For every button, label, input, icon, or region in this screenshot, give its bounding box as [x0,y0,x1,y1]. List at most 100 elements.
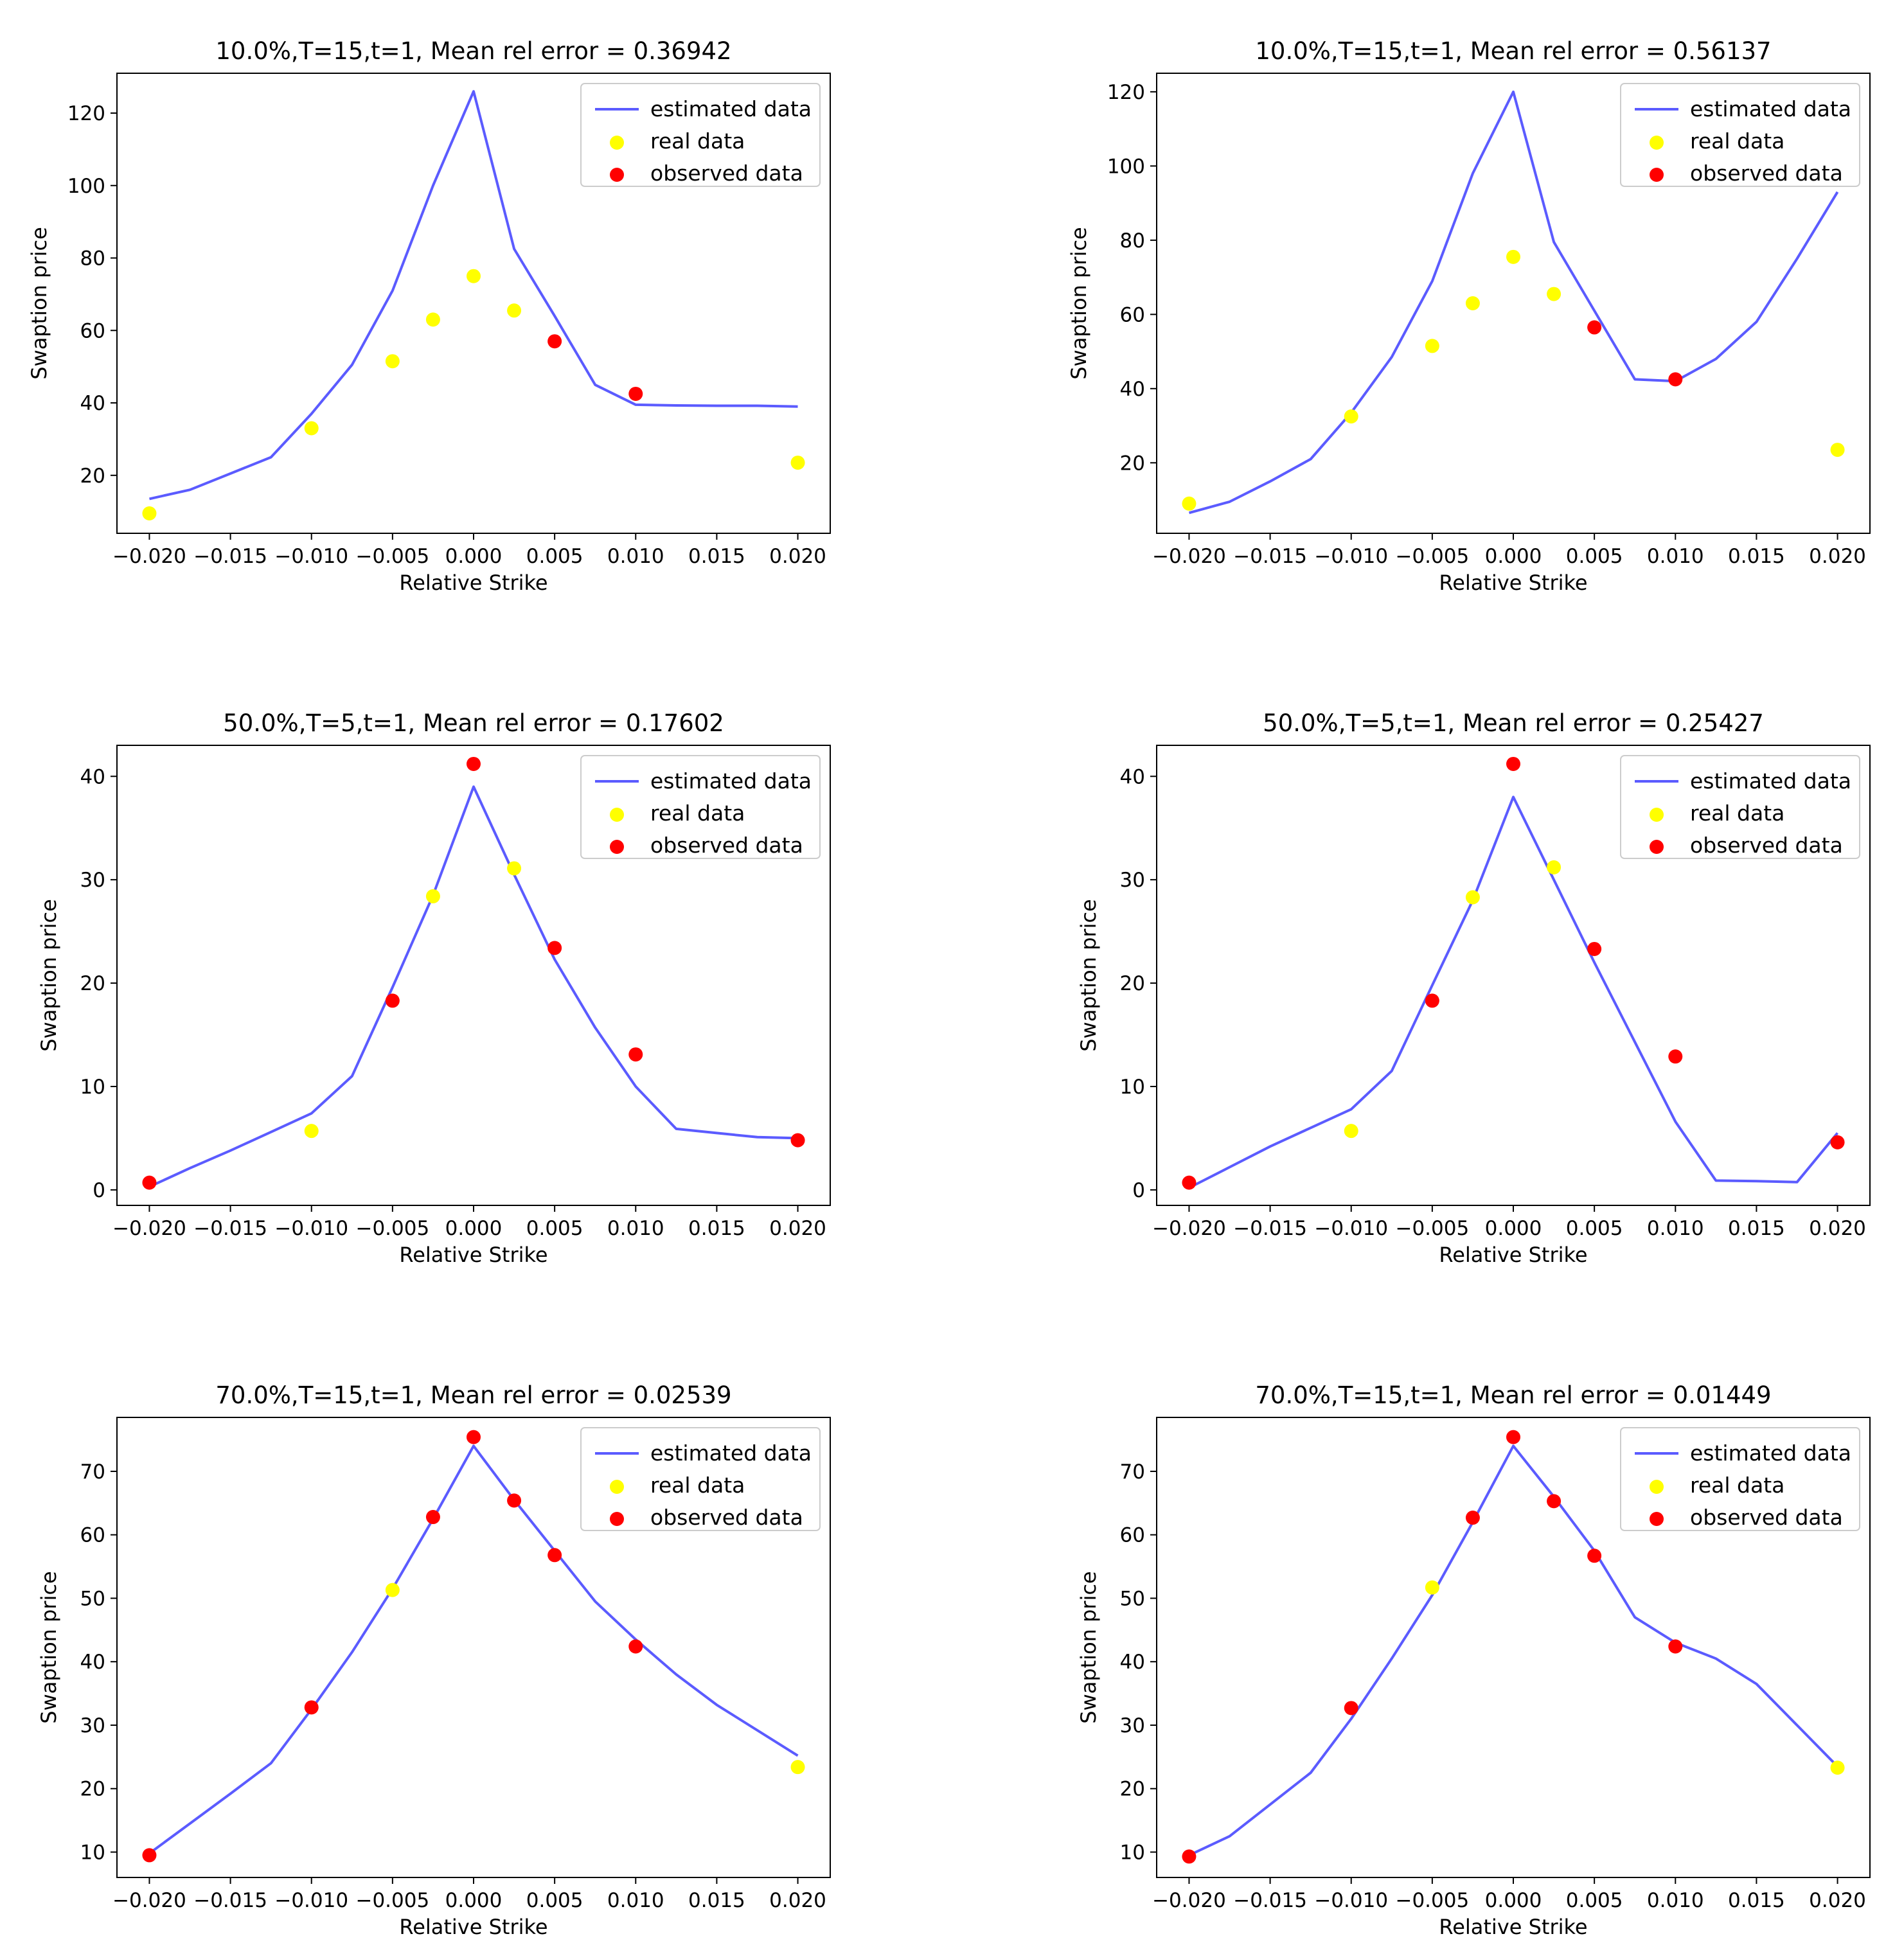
real-data-point [1830,443,1845,457]
observed-data-point [628,386,643,401]
x-tick-label: −0.005 [355,1889,429,1912]
observed-data-point [1344,1701,1358,1716]
x-axis-label: Relative Strike [1439,1915,1587,1939]
x-tick-label: 0.010 [1647,545,1704,568]
real-data-point [304,421,319,436]
legend-label-estimated: estimated data [1690,1441,1851,1466]
x-tick-label: 0.000 [1485,1889,1542,1912]
x-tick-label: −0.020 [1152,545,1226,568]
legend-label-estimated: estimated data [650,768,812,794]
y-tick-label: 0 [1132,1179,1145,1202]
y-tick-label: 10 [1120,1076,1145,1099]
plot-area-frame [1156,73,1871,534]
x-tick-label: 0.000 [445,545,503,568]
legend-box [1620,755,1860,859]
y-tick-label: 60 [1120,303,1145,326]
x-tick-label: −0.005 [355,545,429,568]
real-data-point [142,506,157,520]
observed-data-point [304,1700,319,1715]
legend-box [580,83,821,187]
x-tick-label: −0.015 [193,1217,267,1240]
y-tick-label: 40 [80,1651,105,1674]
y-tick-label: 10 [80,1076,105,1099]
y-tick-label: 60 [80,319,105,342]
real-data-point [1830,1761,1845,1775]
y-axis-label: Swaption price [37,1571,61,1724]
subplot-grid: 10.0%,T=15,t=1, Mean rel error = 0.36942… [27,37,1871,1939]
observed-data-point [507,1493,522,1508]
legend-label-estimated: estimated data [650,1441,812,1466]
plot-area-frame [1156,1417,1871,1878]
observed-data-point [142,1848,157,1863]
real-data-point [467,269,481,283]
x-tick-label: 0.020 [769,545,826,568]
x-tick-label: 0.010 [607,1889,664,1912]
legend-real-swatch [1650,808,1664,822]
y-tick-label: 30 [80,869,105,892]
x-tick-label: 0.005 [526,1889,583,1912]
x-tick-label: 0.005 [526,1217,583,1240]
chart-title: 70.0%,T=15,t=1, Mean rel error = 0.01449 [1255,1381,1771,1409]
x-tick-label: −0.015 [193,545,267,568]
legend-observed-swatch [1650,840,1664,854]
observed-data-point [547,334,562,349]
x-tick-label: 0.015 [1728,1889,1785,1912]
x-tick-label: −0.015 [1233,1889,1307,1912]
x-tick-label: −0.010 [274,1217,348,1240]
legend: estimated data real data observed data [1620,83,1860,187]
subplot-4: 50.0%,T=5,t=1, Mean rel error = 0.25427 −… [1076,709,1871,1267]
legend: estimated data real data observed data [1620,755,1860,859]
x-axis-label: Relative Strike [399,1915,547,1939]
y-tick-label: 10 [80,1841,105,1864]
real-data-point [790,456,805,470]
x-tick-label: −0.005 [1395,545,1469,568]
chart-title: 10.0%,T=15,t=1, Mean rel error = 0.36942 [215,37,731,65]
legend-real-swatch [1650,136,1664,150]
observed-data-point [1668,1639,1683,1654]
y-tick-label: 70 [80,1460,105,1484]
y-tick-label: 0 [93,1179,105,1202]
estimated-data-line [1188,795,1839,1189]
legend-label-real: real data [1690,129,1784,154]
subplot-2: 10.0%,T=15,t=1, Mean rel error = 0.56137… [1067,37,1871,595]
plot-area-frame [116,73,831,534]
x-tick-label: 0.015 [688,1889,745,1912]
y-tick-label: 20 [1120,1778,1145,1801]
estimated-data-line [148,1444,799,1855]
legend-label-real: real data [1690,1473,1784,1498]
legend-real-swatch [610,808,624,822]
x-axis-label: Relative Strike [399,571,547,595]
x-tick-label: −0.005 [355,1217,429,1240]
x-tick-label: 0.010 [607,1217,664,1240]
x-tick-label: 0.000 [1485,1217,1542,1240]
y-tick-label: 100 [67,175,105,198]
y-tick-label: 40 [80,392,105,415]
x-tick-label: −0.010 [1314,545,1388,568]
legend: estimated data real data observed data [580,1427,821,1531]
real-data-point [790,1760,805,1775]
estimated-data-line [1188,90,1839,515]
legend-real-swatch [610,1480,624,1494]
x-tick-label: −0.020 [1152,1889,1226,1912]
x-tick-label: 0.010 [1647,1889,1704,1912]
y-tick-label: 60 [1120,1524,1145,1547]
legend-observed-swatch [1650,1512,1664,1526]
real-data-point [1465,890,1480,905]
estimated-data-line [148,785,798,1188]
x-tick-label: 0.020 [769,1217,826,1240]
x-tick-label: −0.015 [193,1889,267,1912]
real-data-point [425,889,440,903]
observed-data-point [628,1639,643,1654]
y-tick-label: 120 [67,102,105,125]
real-data-point [425,312,440,327]
observed-data-point [790,1133,805,1148]
legend-label-observed: observed data [1690,1505,1843,1530]
observed-data-point [142,1175,157,1190]
x-tick-label: −0.005 [1395,1889,1469,1912]
observed-data-point [547,1548,562,1563]
subplot-6: 70.0%,T=15,t=1, Mean rel error = 0.01449… [1076,1381,1871,1939]
x-tick-label: 0.015 [1728,545,1785,568]
legend-label-observed: observed data [650,833,803,858]
